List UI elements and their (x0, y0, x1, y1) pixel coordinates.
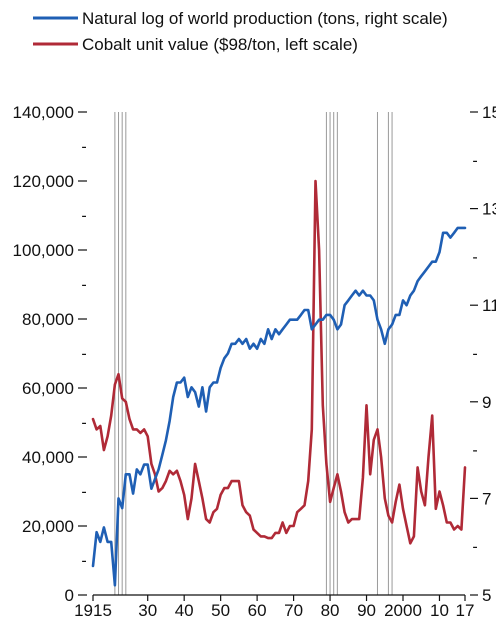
series-layer (91, 179, 467, 587)
left-tick-label: 120,000 (13, 172, 74, 191)
right-tick-label: 5 (482, 586, 491, 605)
legend-label-production: Natural log of world production (tons, r… (82, 9, 448, 28)
right-tick-label: 9 (482, 393, 491, 412)
x-tick-label: 80 (321, 601, 340, 620)
x-tick-label: 90 (357, 601, 376, 620)
x-tick-label: 70 (284, 601, 303, 620)
left-minor-tick: - (81, 484, 86, 501)
right-minor-tick: - (472, 346, 477, 363)
right-tick-label: 13 (482, 200, 496, 219)
left-minor-tick: - (81, 415, 86, 432)
right-tick-label: 7 (482, 489, 491, 508)
x-tick-label: 2000 (384, 601, 422, 620)
right-tick-label: 15 (482, 103, 496, 122)
left-tick-label: 140,000 (13, 103, 74, 122)
right-axis: 5 7 9 11 13 15 - - - - - (470, 103, 496, 605)
left-tick-label: 0 (65, 586, 74, 605)
left-tick-label: 40,000 (22, 448, 74, 467)
legend-label-cobalt-value: Cobalt unit value ($98/ton, left scale) (82, 35, 358, 54)
left-minor-tick: - (81, 277, 86, 294)
series-line-cobalt-value (91, 179, 467, 545)
x-tick-label: 1915 (74, 601, 112, 620)
left-axis: 0 20,000 40,000 60,000 80,000 100,000 120,000 1… (13, 103, 87, 605)
right-minor-tick: - (472, 152, 477, 169)
right-tick-label: 11 (482, 296, 496, 315)
event-lines (114, 112, 393, 595)
x-tick-label: 50 (211, 601, 230, 620)
x-tick-label: 10 (430, 601, 449, 620)
left-minor-tick: - (81, 346, 86, 363)
left-tick-label: 80,000 (22, 310, 74, 329)
x-tick-label: 60 (248, 601, 267, 620)
x-tick-label: 30 (138, 601, 157, 620)
right-minor-tick: - (472, 539, 477, 556)
right-minor-tick: - (472, 442, 477, 459)
x-tick-label: 17 (456, 601, 475, 620)
left-minor-tick: - (81, 208, 86, 225)
series-line-production (91, 226, 467, 587)
left-tick-label: 100,000 (13, 241, 74, 260)
left-tick-label: 60,000 (22, 379, 74, 398)
x-axis: 1915 30 40 50 60 70 80 90 2000 10 17 (74, 594, 475, 620)
left-minor-tick: - (81, 139, 86, 156)
left-tick-label: 20,000 (22, 517, 74, 536)
legend-entry-production: Natural log of world production (tons, r… (33, 9, 448, 28)
right-minor-tick: - (472, 249, 477, 266)
legend-entry-cobalt-value: Cobalt unit value ($98/ton, left scale) (33, 35, 358, 54)
left-minor-tick: - (81, 553, 86, 570)
legend: Natural log of world production (tons, r… (33, 9, 448, 54)
x-tick-label: 40 (175, 601, 194, 620)
